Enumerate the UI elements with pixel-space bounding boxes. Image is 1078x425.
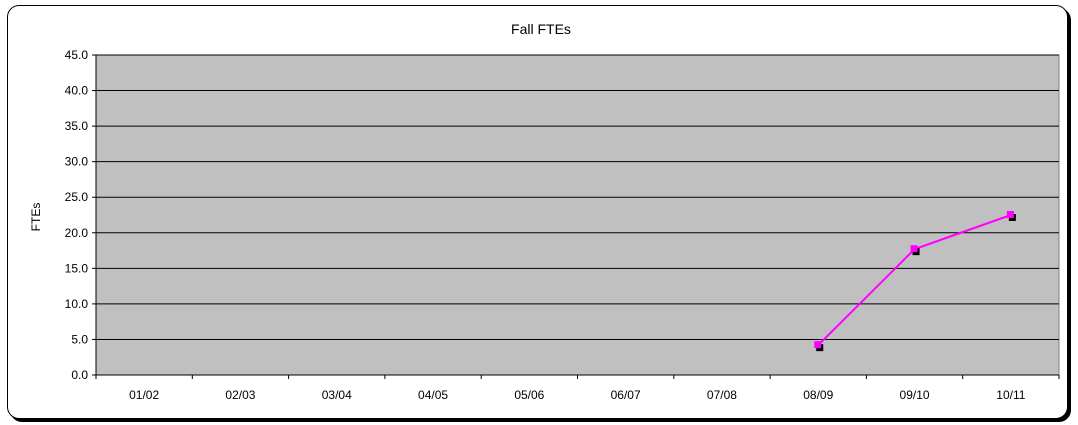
x-tick-label: 07/08 — [707, 388, 737, 402]
y-tick-label: 45.0 — [65, 48, 89, 62]
x-tick-label: 02/03 — [225, 388, 255, 402]
y-axis-ticks: 0.0 5.0 10.0 15.0 20.0 25.0 30.0 35.0 40.0 45.0 — [65, 48, 96, 382]
x-tick-label: 01/02 — [129, 388, 159, 402]
y-tick-label: 0.0 — [71, 368, 88, 382]
series-markers — [814, 211, 1016, 352]
y-tick-label: 10.0 — [65, 297, 89, 311]
data-point — [910, 245, 920, 256]
chart-title: Fall FTEs — [511, 21, 571, 37]
y-tick-label: 40.0 — [65, 84, 89, 98]
plot-area — [95, 54, 1060, 376]
x-tick-label: 04/05 — [418, 388, 448, 402]
data-point — [814, 341, 824, 352]
y-tick-label: 15.0 — [65, 261, 89, 275]
x-tick-label: 09/10 — [900, 388, 930, 402]
data-point — [1006, 211, 1016, 221]
x-axis-ticks: 01/02 02/03 03/04 04/05 05/06 06/07 07/08 08/09… — [95, 375, 1060, 402]
data-point-marker — [1006, 211, 1014, 218]
x-tick-label: 06/07 — [611, 388, 641, 402]
data-point-marker — [814, 341, 822, 349]
x-tick-label: 03/04 — [322, 388, 352, 402]
gridlines — [95, 54, 1059, 376]
x-tick-label: 10/11 — [996, 388, 1025, 402]
y-tick-label: 25.0 — [65, 190, 89, 204]
x-tick-label: 08/09 — [803, 388, 833, 402]
y-tick-label: 5.0 — [71, 332, 88, 346]
y-tick-label: 30.0 — [65, 155, 89, 169]
y-tick-label: 35.0 — [65, 119, 89, 133]
y-tick-label: 20.0 — [65, 226, 89, 240]
y-axis-title: FTEs — [29, 203, 43, 232]
data-point-marker — [910, 245, 918, 253]
x-tick-label: 05/06 — [514, 388, 544, 402]
